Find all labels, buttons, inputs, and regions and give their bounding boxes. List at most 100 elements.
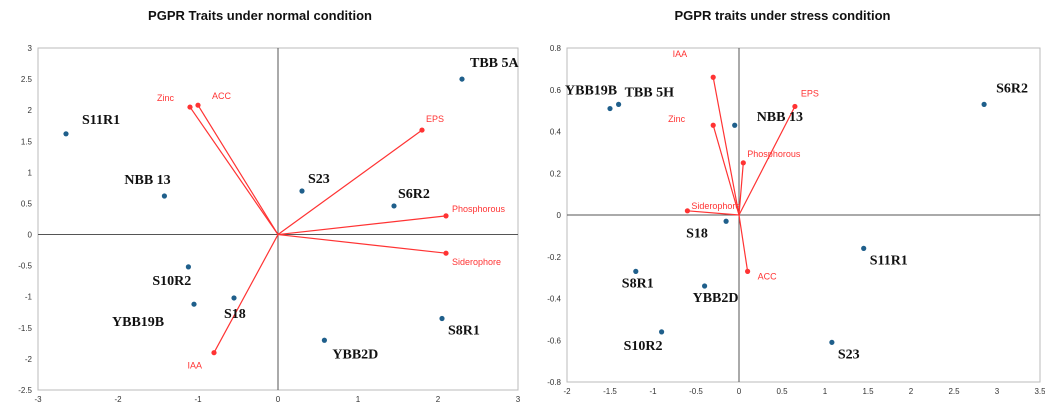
strain-point [185, 264, 191, 270]
biplot-stress: -2 -1.5 -1 -0.5 0 0.5 1 1.5 2 2.5 3 3.5 0.8 0.6 0.4 0.2… [547, 44, 1045, 396]
y-tick-label: -1.5 [18, 324, 32, 333]
x-tick-label: 0 [276, 395, 281, 404]
y-tick-label: 2.5 [21, 75, 33, 84]
y-tick-label: 0.8 [550, 44, 562, 53]
y-tick-label: 2 [28, 106, 33, 115]
x-tick-label: 1.5 [862, 387, 874, 396]
y-tick-label: 0 [557, 211, 562, 220]
x-tick-label: -2 [563, 387, 571, 396]
strain-point [702, 283, 708, 289]
trait-label: Zinc [668, 114, 686, 124]
chart-title: PGPR traits under stress condition [674, 8, 891, 23]
strain-point [659, 329, 665, 335]
x-tick-label: 3 [516, 395, 521, 404]
strain-label: YBB19B [112, 315, 164, 330]
chart-title: PGPR Traits under normal condition [148, 8, 372, 23]
trait-vector-tip [419, 127, 425, 133]
trait-label: IAA [673, 49, 688, 59]
trait-vector [197, 104, 279, 235]
trait-vector-tip [745, 268, 751, 274]
chart-stress-condition: PGPR traits under stress condition -2 -1.… [520, 0, 1045, 408]
y-tick-label: -1 [25, 293, 33, 302]
trait-label: IAA [187, 361, 202, 371]
trait-label: Phosphorous [452, 204, 506, 214]
y-tick-label: -0.5 [18, 262, 32, 271]
strain-label: TBB 5A [470, 56, 520, 71]
y-tick-label: 1.5 [21, 137, 33, 146]
y-tick-label: -0.6 [547, 336, 561, 345]
trait-vector [277, 215, 447, 236]
strain-point [391, 203, 397, 209]
x-tick-label: -2 [114, 395, 122, 404]
y-tick-label: 3 [28, 44, 33, 53]
strain-label: YBB2D [693, 291, 739, 306]
strain-point [161, 193, 167, 199]
trait-vector-tip [792, 103, 798, 110]
x-tick-label: 2.5 [948, 387, 960, 396]
y-tick-label: 0.4 [550, 128, 562, 137]
x-tick-label: -1 [194, 395, 202, 404]
y-tick-label: -0.2 [547, 253, 561, 262]
trait-label: ACC [212, 91, 232, 101]
x-tick-label: -0.5 [689, 387, 703, 396]
strain-label: S18 [224, 307, 246, 322]
strain-point [299, 188, 305, 194]
chart-normal-condition: PGPR Traits under normal condition -3 -2 -… [0, 0, 521, 408]
trait-label: EPS [801, 88, 819, 98]
x-tick-label: 2 [436, 395, 441, 404]
x-tick-label: 0 [737, 387, 742, 396]
trait-vector [687, 210, 740, 216]
strain-point [63, 131, 69, 137]
strain-point [191, 301, 197, 307]
trait-vector-tip [443, 250, 449, 256]
trait-vector [738, 162, 744, 216]
strain-label: YBB2D [332, 347, 378, 362]
y-tick-label: 0.5 [21, 199, 33, 208]
strain-label: S18 [686, 226, 708, 241]
strain-label: S23 [838, 347, 860, 362]
x-tick-label: 1 [356, 395, 361, 404]
trait-vector [738, 106, 796, 216]
y-tick-label: 0.2 [550, 169, 562, 178]
strain-point [321, 337, 327, 343]
x-tick-label: 0.5 [776, 387, 788, 396]
strain-point [829, 339, 835, 345]
y-tick-label: -0.8 [547, 378, 561, 387]
strain-label: S23 [308, 172, 330, 187]
y-tick-label: -2 [25, 355, 33, 364]
strain-label: S8R1 [448, 323, 480, 338]
strain-label: S11R1 [870, 253, 908, 268]
trait-label: Phosphorous [747, 149, 801, 159]
strain-point [633, 268, 639, 274]
trait-vector-tip [740, 160, 746, 166]
trait-vector-tip [684, 208, 690, 214]
trait-vector [277, 233, 447, 254]
trait-label: Zinc [157, 93, 175, 103]
trait-label: Siderophore [691, 201, 740, 211]
strain-label: S6R2 [996, 81, 1028, 96]
strain-label: NBB 13 [124, 173, 170, 188]
x-tick-label: -1 [649, 387, 657, 396]
trait-label: Siderophore [452, 257, 501, 267]
y-tick-label: -2.5 [18, 386, 32, 395]
trait-vector-tip [211, 350, 217, 356]
strain-point [231, 295, 237, 301]
biplot-normal: -3 -2 -1 0 1 2 3 3 2.5 2 1.5 1 0.5 0 -0.5 -1 -1.5 -2 -2.5 Z… [18, 44, 521, 404]
trait-vector [712, 125, 740, 216]
strain-label: S6R2 [398, 187, 430, 202]
strain-point [981, 101, 987, 107]
trait-vector [738, 214, 749, 272]
x-tick-label: 1 [823, 387, 828, 396]
strain-point [607, 105, 613, 112]
strain-point [732, 122, 738, 128]
strain-point [723, 218, 729, 224]
x-tick-label: 3 [995, 387, 1000, 396]
y-tick-label: 0.6 [550, 86, 562, 95]
strain-label: NBB 13 [757, 110, 803, 125]
trait-vector [189, 106, 279, 235]
strain-point [861, 245, 867, 251]
trait-vector-tip [187, 104, 193, 110]
strain-point [616, 101, 622, 107]
x-tick-label: -3 [34, 395, 42, 404]
trait-vector [213, 234, 279, 353]
